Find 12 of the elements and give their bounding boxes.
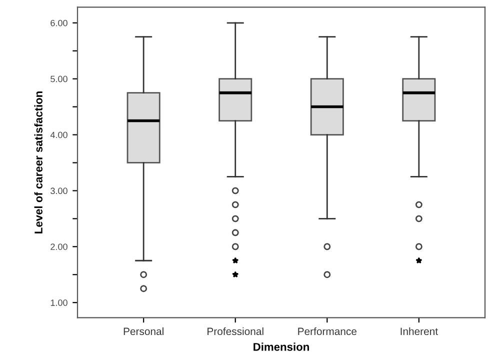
x-tick-label: Personal [124, 327, 164, 336]
y-tick-label: 5.00 [50, 76, 68, 82]
x-tick-label: Performance [298, 327, 356, 336]
y-tick-label: 3.00 [50, 188, 68, 194]
y-tick-label: 2.00 [50, 244, 68, 250]
y-tick-label: 6.00 [50, 20, 68, 26]
y-tick-label: 4.00 [50, 132, 68, 138]
x-tick-label: Professional [208, 327, 264, 336]
x-axis-title: Dimension [254, 342, 309, 351]
y-tick-label: 1.00 [50, 300, 68, 306]
x-tick-label: Inherent [400, 327, 438, 336]
y-axis-title: Level of career satisfaction [34, 91, 42, 234]
